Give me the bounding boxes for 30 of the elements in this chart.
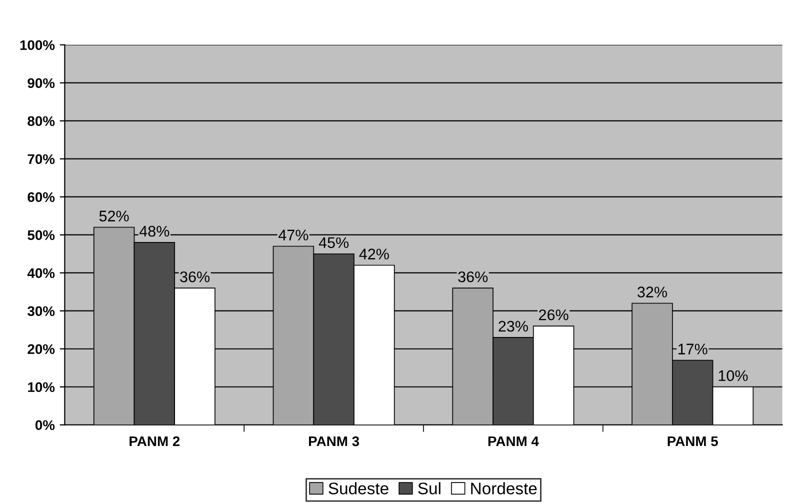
legend-label: Nordeste	[471, 482, 537, 494]
y-tick-label: 100%	[20, 40, 55, 50]
data-label: 45%	[318, 237, 349, 248]
y-tick-label: 60%	[28, 192, 55, 202]
data-label: 32%	[638, 286, 667, 298]
y-tick-label: 90%	[28, 78, 55, 88]
data-label: 23%	[498, 320, 528, 332]
x-tick-label: PANM 4	[488, 436, 539, 446]
y-tick-label: 50%	[28, 230, 55, 240]
data-label: 48%	[139, 226, 170, 237]
y-tick-label: 0%	[35, 420, 55, 430]
x-tick-label: PANM 3	[309, 436, 360, 446]
y-tick-label: 70%	[28, 154, 55, 164]
legend-label: Sudeste	[328, 482, 388, 494]
data-label: 36%	[458, 271, 488, 282]
x-tick-label: PANM 5	[668, 436, 718, 446]
y-tick-label: 30%	[28, 306, 55, 316]
data-label: 36%	[180, 271, 210, 282]
data-label: 26%	[539, 309, 568, 320]
legend-label: Sul	[418, 482, 440, 494]
x-tick-label: PANM 2	[130, 436, 180, 446]
data-label: 52%	[99, 210, 129, 222]
data-label: 47%	[278, 230, 308, 240]
data-label: 42%	[359, 248, 389, 260]
data-label: 17%	[678, 344, 708, 354]
y-tick-label: 20%	[28, 344, 55, 354]
y-tick-label: 40%	[27, 268, 55, 278]
data-label: 10%	[718, 370, 748, 382]
y-tick-label: 80%	[28, 116, 55, 126]
y-tick-label: 10%	[28, 382, 55, 392]
